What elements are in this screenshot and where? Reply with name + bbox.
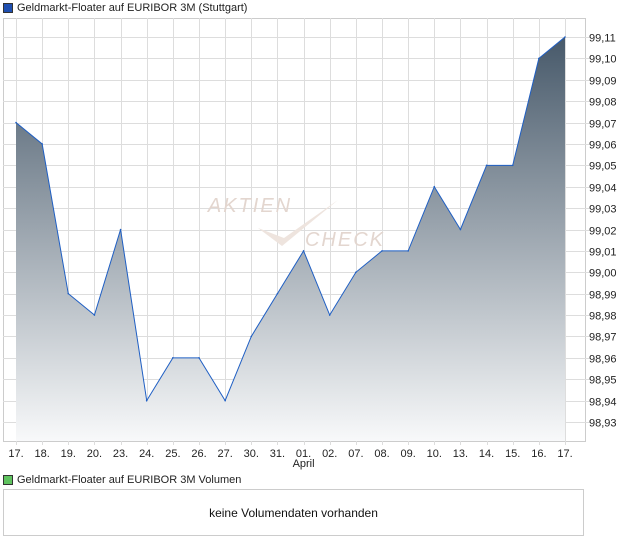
x-tick-label: 31. [270,448,285,460]
y-tick-label: 99,00 [589,268,617,280]
x-tick-label: 19. [61,448,76,460]
x-tick-label: 27. [217,448,232,460]
y-tick-label: 99,01 [589,247,617,259]
data-point [119,228,122,231]
price-legend-label: Geldmarkt-Floater auf EURIBOR 3M (Stuttg… [17,2,248,14]
y-tick-label: 98,97 [589,332,617,344]
price-legend-swatch [3,3,13,13]
data-point [485,164,488,167]
x-tick-label: 16. [531,448,546,460]
y-tick-label: 99,03 [589,204,617,216]
data-point [381,250,383,252]
x-tick-label: 23. [113,448,128,460]
x-tick-label: 08. [374,448,389,460]
y-tick-label: 98,95 [589,375,617,387]
data-point [407,250,409,252]
data-point [250,335,253,338]
volume-empty-message: keine Volumendaten vorhanden [209,505,378,520]
x-tick-label: 09. [400,448,415,460]
volume-legend: Geldmarkt-Floater auf EURIBOR 3M Volumen [3,474,241,486]
data-point [172,357,174,359]
x-tick-label: 17. [8,448,23,460]
y-tick-label: 99,11 [589,33,616,45]
price-legend: Geldmarkt-Floater auf EURIBOR 3M (Stuttg… [3,2,247,14]
y-tick-label: 99,05 [589,161,617,173]
data-point [564,36,566,38]
y-tick-label: 99,04 [589,183,617,195]
data-point [302,250,305,252]
x-tick-label: 18. [34,448,49,460]
y-tick-label: 99,02 [589,226,617,238]
data-point [67,292,70,295]
watermark-logo-2: CHECK [305,229,385,251]
y-tick-label: 99,08 [589,97,617,109]
x-tick-label: 25. [165,448,180,460]
y-tick-label: 99,09 [589,76,617,88]
data-point [93,314,96,316]
data-point [511,164,514,167]
x-tick-label: 13. [453,448,468,460]
watermark-logo: AKTIEN [207,195,292,217]
y-tick-label: 98,96 [589,354,617,366]
x-tick-label: 17. [557,448,572,460]
y-tick-label: 99,06 [589,140,617,152]
x-tick-label: 01. [296,448,311,460]
data-point [355,271,357,274]
y-tick-label: 99,07 [589,119,617,131]
data-point [15,121,17,124]
y-tick-label: 98,98 [589,311,617,323]
y-tick-label: 98,93 [589,418,617,430]
x-tick-label: 20. [87,448,102,460]
x-tick-label: 26. [191,448,206,460]
data-point [145,399,148,402]
y-tick-label: 98,94 [589,397,617,409]
x-tick-label: 10. [427,448,442,460]
data-point [41,143,43,145]
y-tick-label: 99,10 [589,54,617,66]
price-area [16,37,565,441]
x-tick-label: 15. [505,448,520,460]
x-month-label: April [293,458,315,470]
price-chart: AKTIEN CHECK 17. 18. 19. 20. 23. 24. 25. 26. 27.… [3,18,617,470]
data-point [459,228,462,231]
data-point [328,314,331,316]
data-point [433,185,436,188]
data-point [276,292,279,295]
volume-legend-swatch [3,475,13,485]
data-point [538,57,540,60]
x-tick-label: 07. [348,448,363,460]
data-point [224,399,226,402]
x-tick-label: 30. [244,448,259,460]
volume-panel: keine Volumendaten vorhanden [3,489,584,536]
y-tick-label: 98,99 [589,290,617,302]
x-tick-label: 24. [139,448,154,460]
x-tick-label: 02. [322,448,337,460]
price-line [15,36,566,403]
volume-legend-label: Geldmarkt-Floater auf EURIBOR 3M Volumen [17,474,242,486]
x-tick-label: 14. [479,448,494,460]
data-point [198,357,200,359]
